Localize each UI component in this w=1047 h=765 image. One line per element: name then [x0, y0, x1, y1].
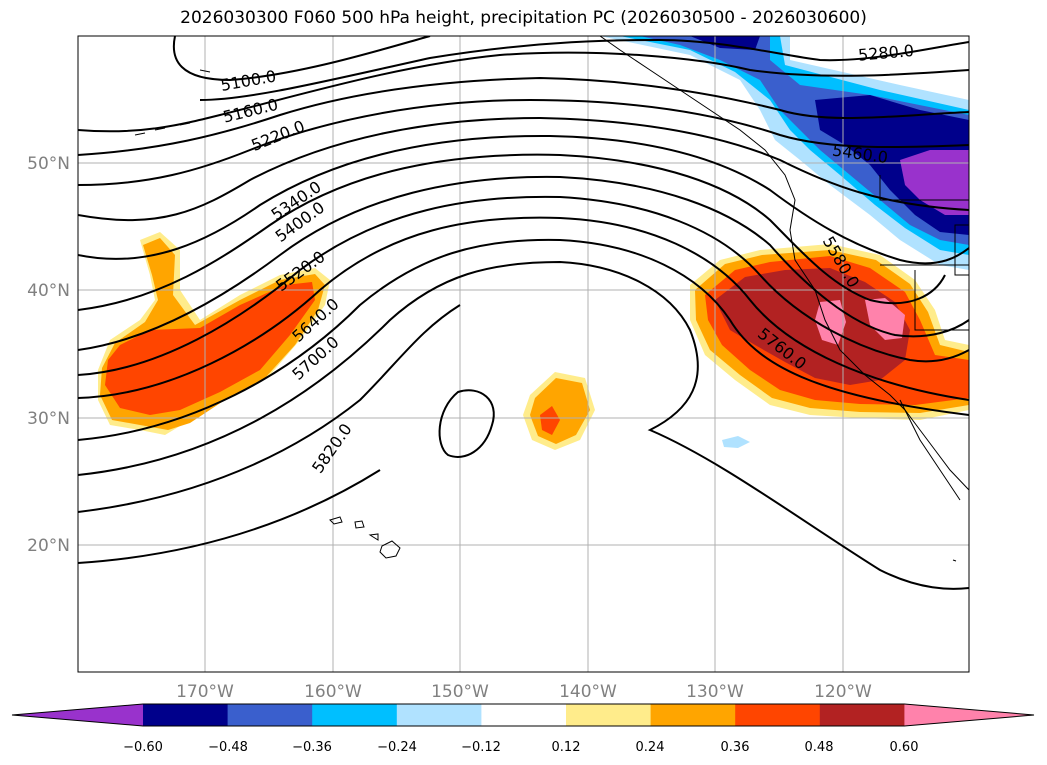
map-plot-area: 5100.0 5160.0 5220.0 5280.0 5340.0 5400.… — [78, 36, 969, 672]
lon-label-130w: 130°W — [686, 682, 744, 702]
colorbar-tick-label: −0.36 — [292, 740, 332, 755]
latitude-labels: 50°N 40°N 30°N 20°N — [27, 154, 70, 556]
colorbar-swatch — [396, 704, 482, 726]
colorbar-tick-label: −0.12 — [461, 740, 501, 755]
colorbar-tick-label: −0.60 — [123, 740, 163, 755]
colorbar-swatch — [481, 704, 567, 726]
colorbar-swatches — [11, 703, 1035, 727]
colorbar-tick-label: 0.24 — [636, 740, 665, 755]
map-frame — [77, 35, 970, 673]
colorbar-tick-label: 0.48 — [805, 740, 834, 755]
colorbar-outline — [11, 703, 1035, 727]
coastlines — [134, 36, 969, 562]
lat-label-20n: 20°N — [27, 536, 70, 556]
map-title: 2026030300 F060 500 hPa height, precipit… — [180, 8, 867, 28]
colorbar-swatch — [904, 704, 1034, 726]
colorbar-tick-label: −0.24 — [377, 740, 417, 755]
negative-precip-small — [722, 436, 750, 448]
colorbar-swatch — [12, 704, 143, 726]
colorbar-tick-label: 0.60 — [890, 740, 919, 755]
longitude-labels: 170°W 160°W 150°W 140°W 130°W 120°W — [176, 682, 872, 702]
colorbar-swatch — [566, 704, 652, 726]
lat-label-30n: 30°N — [27, 409, 70, 429]
lon-label-140w: 140°W — [559, 682, 617, 702]
colorbar-swatch — [650, 704, 736, 726]
colorbar-swatch — [143, 704, 229, 726]
colorbar-tick-label: 0.12 — [552, 740, 581, 755]
colorbar-tick-label: 0.36 — [721, 740, 750, 755]
lat-label-40n: 40°N — [27, 281, 70, 301]
colorbar-swatch — [819, 704, 905, 726]
lon-label-120w: 120°W — [814, 682, 872, 702]
colorbar: −0.60 −0.48 −0.36 −0.24 −0.12 0.12 0.24 … — [11, 703, 1035, 755]
contour-label-5280: 5280.0 — [857, 41, 914, 65]
height-contours — [78, 36, 969, 590]
positive-precip-central — [523, 372, 595, 450]
colorbar-tick-label: −0.48 — [208, 740, 248, 755]
colorbar-ticks: −0.60 −0.48 −0.36 −0.24 −0.12 0.12 0.24 … — [123, 740, 918, 755]
colorbar-swatch — [227, 704, 313, 726]
gridlines — [78, 36, 969, 672]
lon-label-170w: 170°W — [176, 682, 234, 702]
lat-label-50n: 50°N — [27, 154, 70, 174]
lon-label-160w: 160°W — [304, 682, 362, 702]
lon-label-150w: 150°W — [431, 682, 489, 702]
colorbar-swatch — [312, 704, 398, 726]
colorbar-swatch — [735, 704, 821, 726]
